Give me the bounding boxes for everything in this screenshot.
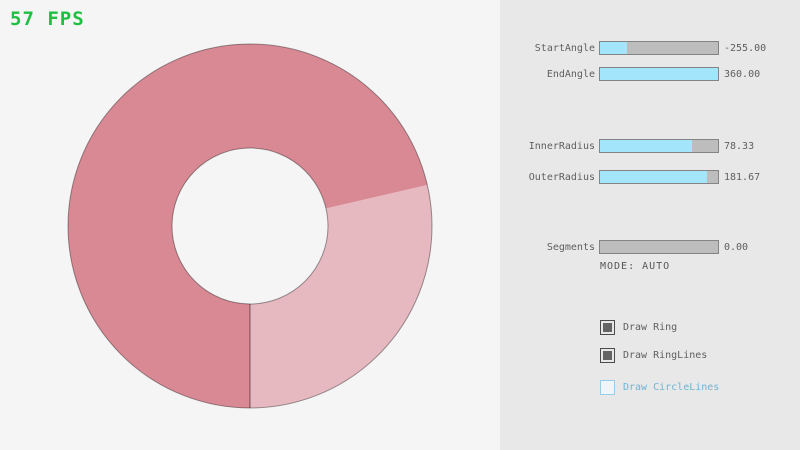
start-angle-slider[interactable] — [599, 41, 719, 55]
outer-radius-label: OuterRadius — [528, 171, 595, 183]
checkbox-draw-ringlines[interactable]: Draw RingLines — [600, 347, 707, 363]
start-angle-label: StartAngle — [534, 42, 595, 54]
checkbox-draw-ring[interactable]: Draw Ring — [600, 319, 677, 335]
draw-ring-checkbox-icon[interactable] — [600, 319, 615, 335]
slider-row-segments: Segments 0.00 — [500, 240, 800, 254]
outer-radius-value: 181.67 — [724, 171, 761, 183]
draw-ringlines-checkbox-label: Draw RingLines — [623, 349, 708, 361]
inner-radius-slider[interactable] — [599, 139, 719, 153]
outer-radius-slider[interactable] — [599, 170, 719, 184]
draw-circlelines-checkbox-label: Draw CircleLines — [623, 381, 720, 393]
inner-radius-label: InnerRadius — [528, 140, 595, 152]
segments-label: Segments — [546, 241, 595, 253]
mode-label: MODE: AUTO — [600, 261, 671, 272]
ring-sector-light — [250, 185, 433, 408]
checkbox-draw-circlelines[interactable]: Draw CircleLines — [600, 379, 719, 395]
slider-row-inner-radius: InnerRadius 78.33 — [500, 139, 800, 153]
slider-row-start-angle: StartAngle -255.00 — [500, 41, 800, 55]
fps-counter: 57 FPS — [10, 8, 85, 30]
outer-radius-slider-fill — [600, 171, 708, 183]
draw-ringlines-checkbox-icon[interactable] — [600, 347, 615, 363]
start-angle-value: -255.00 — [724, 42, 767, 54]
ring-sector-dark — [68, 44, 428, 409]
draw-circlelines-checkbox-icon[interactable] — [600, 379, 615, 395]
slider-row-outer-radius: OuterRadius 181.67 — [500, 170, 800, 184]
segments-value: 0.00 — [724, 241, 749, 253]
control-panel: StartAngle -255.00 EndAngle 360.00 Inner… — [500, 0, 800, 450]
end-angle-slider-fill — [600, 68, 718, 80]
end-angle-slider[interactable] — [599, 67, 719, 81]
start-angle-slider-fill — [600, 42, 628, 54]
ring-inner-outline — [171, 147, 329, 305]
ring-chart — [67, 43, 433, 409]
slider-row-end-angle: EndAngle 360.00 — [500, 67, 800, 81]
inner-radius-slider-fill — [600, 140, 693, 152]
draw-ring-checkbox-label: Draw Ring — [623, 321, 678, 333]
segments-slider[interactable] — [599, 240, 719, 254]
end-angle-label: EndAngle — [546, 68, 595, 80]
end-angle-value: 360.00 — [724, 68, 761, 80]
inner-radius-value: 78.33 — [724, 140, 755, 152]
